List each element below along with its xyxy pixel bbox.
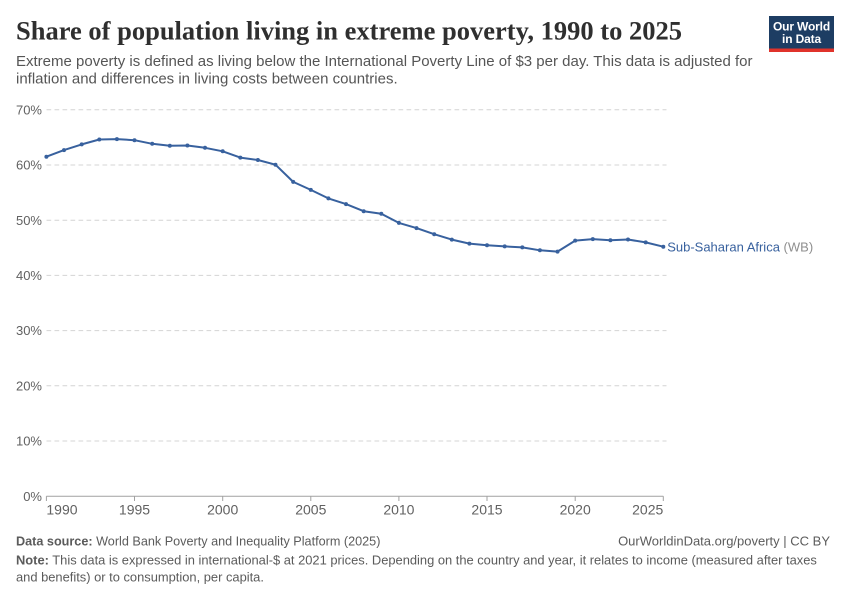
svg-text:1995: 1995	[119, 502, 150, 518]
svg-text:Share of population living in: Share of population living in extreme po…	[16, 15, 682, 45]
svg-text:in Data: in Data	[782, 32, 821, 46]
svg-text:Our World: Our World	[773, 20, 830, 34]
svg-text:50%: 50%	[16, 213, 42, 228]
svg-text:2000: 2000	[207, 502, 238, 518]
svg-text:10%: 10%	[16, 434, 42, 449]
svg-text:0%: 0%	[23, 489, 42, 504]
svg-text:2015: 2015	[471, 502, 502, 518]
svg-text:2025: 2025	[632, 502, 663, 518]
svg-text:and benefits) or to consumptio: and benefits) or to consumption, per cap…	[16, 569, 264, 584]
svg-text:2010: 2010	[383, 502, 414, 518]
svg-text:20%: 20%	[16, 378, 42, 393]
svg-text:1990: 1990	[46, 502, 77, 518]
svg-text:60%: 60%	[16, 158, 42, 173]
svg-text:70%: 70%	[16, 102, 42, 117]
svg-text:Data source: World Bank Povert: Data source: World Bank Poverty and Ineq…	[16, 535, 380, 549]
svg-text:inflation and differences in l: inflation and differences in living cost…	[16, 71, 398, 88]
svg-text:30%: 30%	[16, 323, 42, 338]
svg-text:Extreme poverty is defined as: Extreme poverty is defined as living bel…	[16, 53, 753, 70]
svg-text:2005: 2005	[295, 502, 326, 518]
svg-text:40%: 40%	[16, 268, 42, 283]
svg-text:Note: This data is expressed i: Note: This data is expressed in internat…	[16, 553, 817, 568]
svg-text:Sub-Saharan Africa (WB): Sub-Saharan Africa (WB)	[667, 240, 813, 255]
svg-text:OurWorldinData.org/poverty | C: OurWorldinData.org/poverty | CC BY	[618, 534, 830, 549]
svg-text:2020: 2020	[560, 502, 591, 518]
